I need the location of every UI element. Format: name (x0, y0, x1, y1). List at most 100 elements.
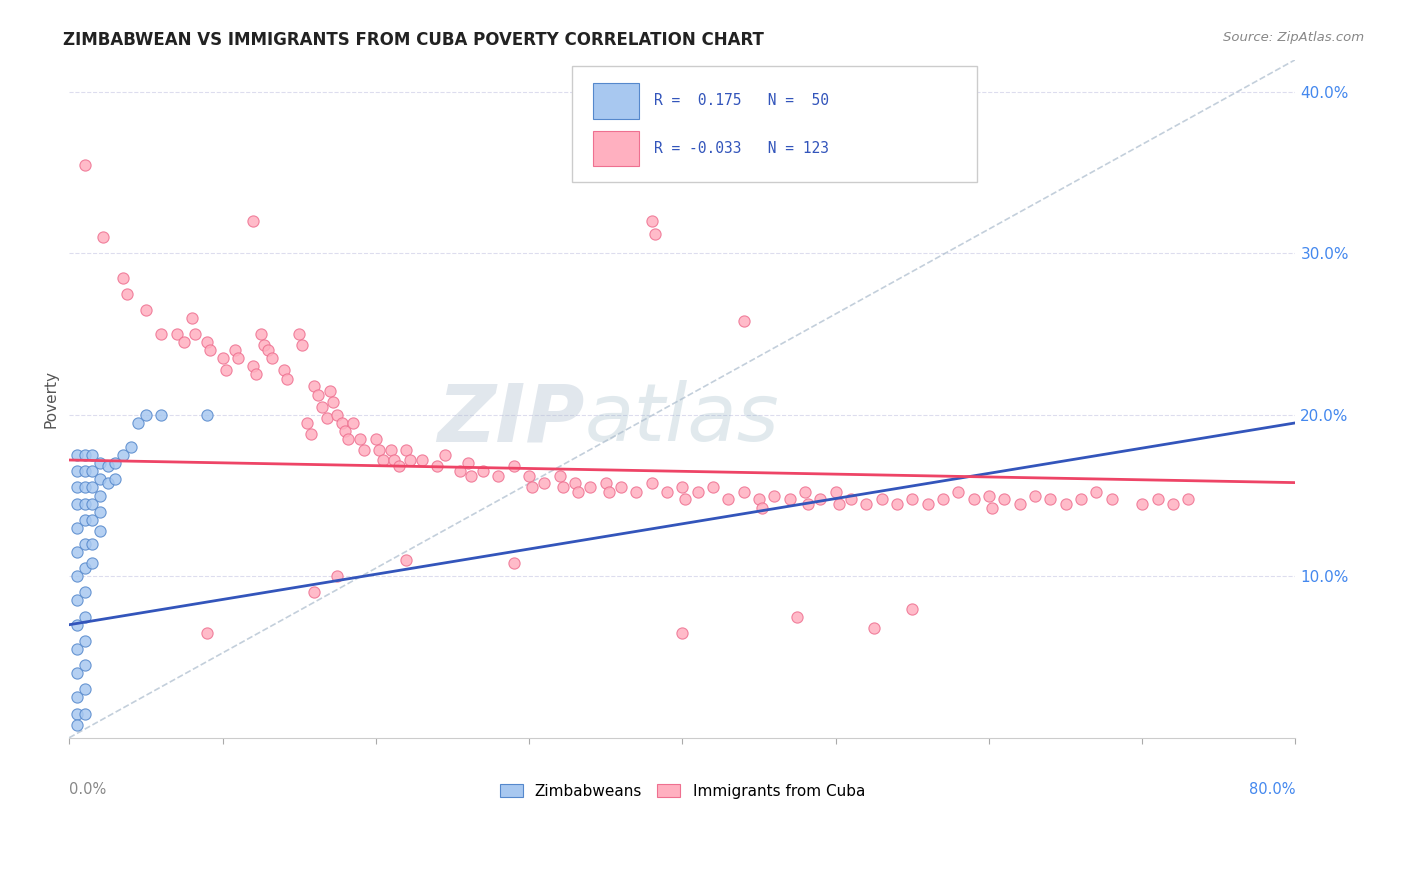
Point (82, 448, 104, 462)
Point (763, 489, 786, 503)
Point (751, 501, 773, 516)
Point (250, 327, 273, 342)
Point (166, 327, 188, 342)
Point (214, 362, 236, 376)
Point (73, 633, 96, 648)
Point (73, 609, 96, 624)
Point (962, 491, 984, 506)
Point (932, 491, 955, 506)
Point (242, 214, 264, 228)
Point (91, 230, 114, 244)
Point (863, 621, 886, 635)
Point (150, 408, 173, 422)
Point (548, 469, 571, 483)
Point (828, 497, 851, 511)
Point (73, 497, 96, 511)
Point (702, 480, 724, 494)
Point (1024, 489, 1046, 503)
Point (82, 537, 104, 551)
Point (104, 456, 127, 470)
Point (671, 480, 693, 494)
Point (886, 497, 908, 511)
Point (326, 569, 349, 583)
Point (786, 609, 808, 624)
Point (73, 561, 96, 575)
Point (641, 475, 664, 490)
Point (486, 469, 509, 483)
Point (502, 459, 524, 474)
Point (398, 453, 420, 467)
Point (520, 480, 543, 494)
Point (595, 475, 617, 490)
Point (380, 443, 402, 458)
Point (626, 485, 648, 500)
Point (66, 617, 89, 632)
Point (644, 227, 666, 241)
Point (993, 491, 1015, 506)
Point (364, 432, 387, 446)
Point (1085, 485, 1108, 500)
Point (242, 359, 264, 374)
Point (1130, 497, 1153, 511)
Point (73, 480, 96, 494)
Point (564, 475, 586, 490)
Point (433, 448, 456, 462)
Point (977, 489, 1000, 503)
Point (304, 585, 326, 599)
Point (89, 472, 111, 486)
Point (245, 368, 267, 382)
Point (82, 497, 104, 511)
Point (117, 286, 139, 301)
Point (333, 424, 356, 438)
Point (411, 453, 433, 467)
Point (184, 327, 207, 342)
Point (839, 491, 862, 506)
Point (319, 384, 342, 398)
Point (73, 157, 96, 171)
Point (315, 411, 337, 425)
Point (353, 443, 375, 458)
Point (981, 501, 1004, 516)
Point (195, 335, 218, 350)
Point (855, 497, 877, 511)
Point (326, 408, 349, 422)
Point (917, 497, 939, 511)
Point (299, 427, 322, 442)
Legend: Zimbabweans, Immigrants from Cuba: Zimbabweans, Immigrants from Cuba (494, 778, 872, 805)
Point (120, 440, 142, 454)
Point (717, 491, 740, 506)
Point (66, 448, 89, 462)
Point (127, 416, 149, 430)
Text: 0.0%: 0.0% (69, 781, 107, 797)
Point (66, 497, 89, 511)
Point (671, 625, 693, 640)
Point (733, 485, 755, 500)
Point (66, 480, 89, 494)
Point (195, 408, 218, 422)
Point (395, 443, 418, 458)
Point (111, 448, 134, 462)
Text: atlas: atlas (585, 380, 779, 458)
Point (295, 416, 318, 430)
Point (82, 480, 104, 494)
Point (579, 480, 602, 494)
FancyBboxPatch shape (572, 66, 977, 182)
Point (82, 513, 104, 527)
Point (73, 658, 96, 673)
Point (457, 456, 479, 470)
Point (449, 464, 471, 478)
Point (610, 480, 633, 494)
Point (66, 569, 89, 583)
Point (655, 485, 678, 500)
Y-axis label: Poverty: Poverty (44, 369, 58, 427)
Point (533, 475, 555, 490)
Point (567, 485, 589, 500)
Point (66, 464, 89, 478)
Point (96, 459, 118, 474)
Point (472, 464, 495, 478)
Point (66, 545, 89, 559)
Point (89, 524, 111, 538)
Point (195, 625, 218, 640)
Point (870, 491, 893, 506)
Point (226, 351, 249, 366)
